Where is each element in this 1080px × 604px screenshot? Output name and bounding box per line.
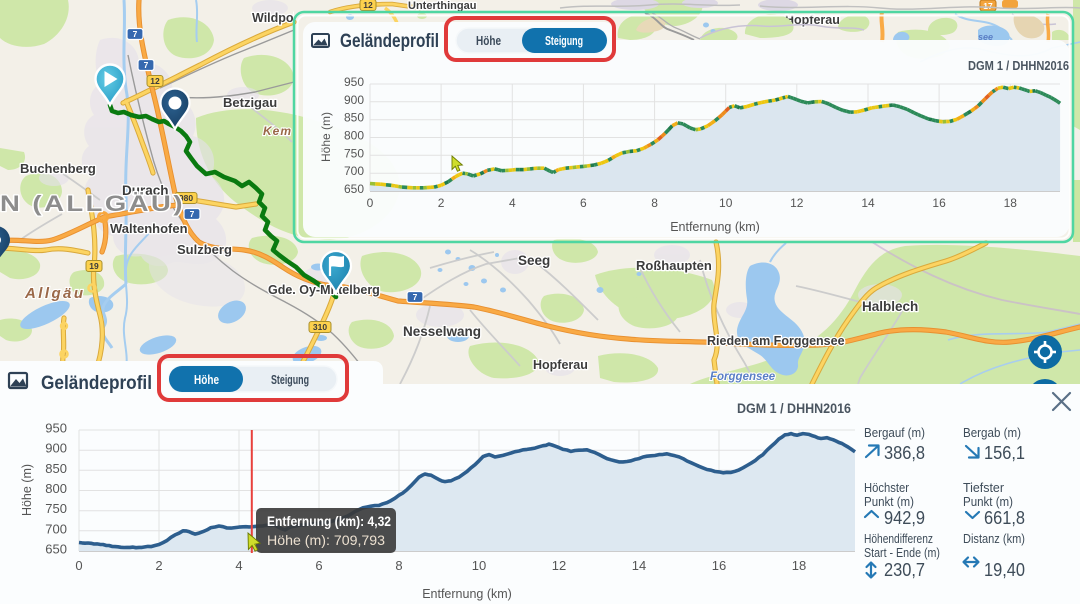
svg-text:see: see — [978, 32, 993, 42]
svg-text:2: 2 — [438, 196, 445, 210]
svg-text:650: 650 — [45, 542, 67, 557]
svg-text:14: 14 — [861, 196, 875, 210]
svg-text:4: 4 — [509, 196, 516, 210]
svg-text:800: 800 — [344, 129, 364, 143]
svg-text:Rieden am Forggensee: Rieden am Forggensee — [707, 334, 845, 348]
svg-text:700: 700 — [45, 521, 67, 536]
svg-text:Hopferau: Hopferau — [533, 358, 588, 372]
svg-text:Distanz (km): Distanz (km) — [963, 532, 1025, 546]
svg-text:Durach: Durach — [122, 183, 169, 198]
svg-text:942,9: 942,9 — [884, 507, 925, 528]
svg-text:Unterthingau: Unterthingau — [408, 0, 476, 12]
svg-text:230,7: 230,7 — [884, 559, 925, 580]
svg-text:16: 16 — [712, 558, 726, 573]
svg-text:10: 10 — [472, 558, 486, 573]
svg-text:Halblech: Halblech — [862, 299, 918, 314]
svg-text:Gde. Oy-Mittelberg: Gde. Oy-Mittelberg — [268, 283, 380, 297]
svg-text:Punkt (m): Punkt (m) — [864, 495, 914, 509]
svg-text:661,8: 661,8 — [984, 507, 1025, 528]
svg-text:Roßhaupten: Roßhaupten — [636, 258, 712, 273]
svg-text:12: 12 — [790, 196, 804, 210]
svg-text:7: 7 — [133, 29, 138, 39]
svg-text:8: 8 — [395, 558, 402, 573]
svg-text:6: 6 — [315, 558, 322, 573]
svg-text:Steigung: Steigung — [271, 372, 309, 387]
svg-text:Tiefster: Tiefster — [963, 481, 1004, 495]
svg-text:156,1: 156,1 — [984, 442, 1025, 463]
svg-text:0: 0 — [367, 196, 374, 210]
svg-text:DGM 1 / DHHN2016: DGM 1 / DHHN2016 — [737, 401, 851, 416]
svg-text:DGM 1 / DHHN2016: DGM 1 / DHHN2016 — [968, 58, 1069, 73]
svg-text:Wildpoldsried: Wildpoldsried — [252, 11, 335, 25]
svg-text:12: 12 — [363, 0, 373, 10]
svg-text:Geländeprofil: Geländeprofil — [41, 373, 152, 394]
svg-text:4: 4 — [235, 558, 242, 573]
svg-text:900: 900 — [45, 441, 67, 456]
svg-text:310: 310 — [313, 322, 327, 332]
svg-text:800: 800 — [45, 481, 67, 496]
svg-text:19,40: 19,40 — [984, 559, 1025, 580]
svg-text:850: 850 — [45, 461, 67, 476]
svg-text:12: 12 — [552, 558, 566, 573]
svg-text:Kem: Kem — [263, 124, 292, 138]
svg-text:Bergab (m): Bergab (m) — [963, 426, 1021, 440]
svg-text:10: 10 — [719, 196, 733, 210]
svg-text:900: 900 — [344, 93, 364, 107]
svg-text:Buchenberg: Buchenberg — [20, 161, 96, 176]
svg-text:14: 14 — [632, 558, 646, 573]
svg-text:Geländeprofil: Geländeprofil — [340, 31, 439, 52]
svg-text:6: 6 — [580, 196, 587, 210]
svg-text:Allgäu: Allgäu — [24, 285, 87, 302]
svg-text:N (ALLGÄU): N (ALLGÄU) — [0, 191, 185, 216]
svg-text:2: 2 — [155, 558, 162, 573]
svg-text:Sulzberg: Sulzberg — [177, 242, 232, 257]
svg-text:Punkt (m): Punkt (m) — [963, 495, 1013, 509]
svg-text:950: 950 — [344, 75, 364, 89]
svg-text:19: 19 — [89, 261, 99, 271]
svg-text:Entfernung (km): 4,32: Entfernung (km): 4,32 — [267, 514, 391, 529]
svg-text:Entfernung (km): Entfernung (km) — [422, 587, 512, 601]
svg-text:18: 18 — [1004, 196, 1018, 210]
svg-text:16: 16 — [932, 196, 946, 210]
svg-text:386,8: 386,8 — [884, 442, 925, 463]
svg-text:Steigung: Steigung — [545, 33, 583, 48]
svg-text:700: 700 — [344, 164, 364, 178]
svg-text:0: 0 — [75, 558, 82, 573]
svg-text:Höhe: Höhe — [476, 33, 501, 48]
svg-text:Höhe (m): Höhe (m) — [20, 464, 34, 516]
svg-text:17: 17 — [983, 1, 993, 11]
svg-text:Entfernung (km): Entfernung (km) — [670, 220, 760, 234]
svg-text:12: 12 — [150, 76, 160, 86]
svg-text:850: 850 — [344, 111, 364, 125]
svg-text:650: 650 — [344, 182, 364, 196]
svg-text:Betzigau: Betzigau — [223, 95, 277, 110]
svg-text:Waltenhofen: Waltenhofen — [110, 221, 188, 236]
svg-text:8: 8 — [651, 196, 658, 210]
svg-text:750: 750 — [344, 146, 364, 160]
svg-text:750: 750 — [45, 501, 67, 516]
svg-text:980: 980 — [179, 193, 193, 203]
svg-text:Höhe (m): 709,793: Höhe (m): 709,793 — [267, 533, 385, 548]
svg-text:950: 950 — [45, 421, 67, 436]
svg-text:Bergauf (m): Bergauf (m) — [864, 426, 925, 440]
svg-text:18: 18 — [792, 558, 806, 573]
svg-text:Forggensee: Forggensee — [710, 371, 776, 383]
svg-text:Höchster: Höchster — [864, 481, 909, 495]
svg-text:7: 7 — [413, 292, 418, 302]
svg-text:7: 7 — [190, 209, 195, 219]
svg-text:Höhe (m): Höhe (m) — [319, 112, 333, 162]
svg-text:Höhendifferenz: Höhendifferenz — [864, 532, 933, 546]
svg-text:7: 7 — [144, 60, 149, 70]
svg-text:Höhe: Höhe — [194, 372, 219, 387]
svg-text:Start - Ende (m): Start - Ende (m) — [864, 546, 940, 560]
svg-text:Seeg: Seeg — [518, 253, 550, 268]
svg-text:Nesselwang: Nesselwang — [403, 324, 481, 339]
